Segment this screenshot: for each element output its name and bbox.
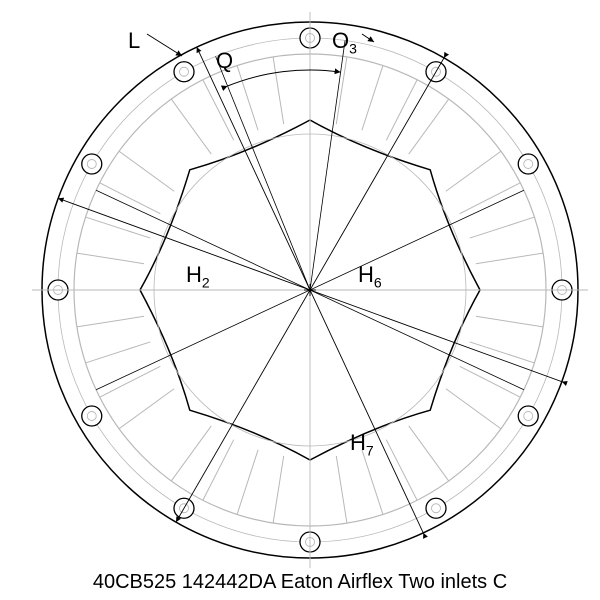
label-L: L [128, 28, 140, 54]
label-O3: O3 [332, 28, 357, 56]
diagram-canvas: L Q O3 H2 H6 H7 40CB525 142442DA Eaton A… [0, 0, 600, 600]
label-Q: Q [216, 48, 233, 74]
label-H6: H6 [358, 262, 382, 290]
diagram-svg [0, 0, 600, 600]
label-H2: H2 [186, 262, 210, 290]
caption: 40CB525 142442DA Eaton Airflex Two inlet… [0, 571, 600, 594]
label-H7: H7 [350, 430, 374, 458]
